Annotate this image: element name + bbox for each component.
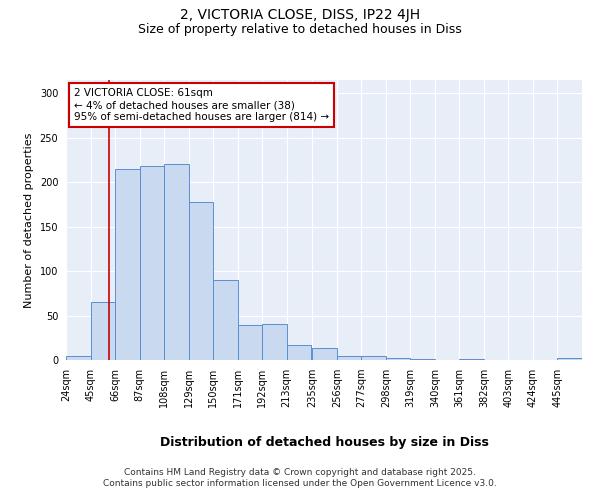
Text: 2 VICTORIA CLOSE: 61sqm
← 4% of detached houses are smaller (38)
95% of semi-det: 2 VICTORIA CLOSE: 61sqm ← 4% of detached… (74, 88, 329, 122)
Text: Distribution of detached houses by size in Diss: Distribution of detached houses by size … (160, 436, 488, 449)
Text: Size of property relative to detached houses in Diss: Size of property relative to detached ho… (138, 22, 462, 36)
Bar (115, 169, 140, 360)
Bar (164, 164, 188, 360)
Text: Contains HM Land Registry data © Crown copyright and database right 2025.
Contai: Contains HM Land Registry data © Crown c… (103, 468, 497, 487)
Bar (262, 324, 287, 360)
Bar (66, 356, 91, 360)
Bar (140, 166, 164, 360)
Bar (313, 348, 337, 360)
Bar (410, 359, 435, 360)
Bar (386, 358, 410, 360)
Bar (337, 356, 361, 360)
Bar (238, 326, 262, 360)
Bar (361, 356, 386, 360)
Bar (91, 302, 115, 360)
Bar (557, 358, 582, 360)
Bar (460, 359, 484, 360)
Y-axis label: Number of detached properties: Number of detached properties (24, 132, 34, 308)
Text: 2, VICTORIA CLOSE, DISS, IP22 4JH: 2, VICTORIA CLOSE, DISS, IP22 4JH (180, 8, 420, 22)
Bar (188, 202, 213, 360)
Bar (213, 280, 238, 360)
Bar (287, 345, 311, 360)
